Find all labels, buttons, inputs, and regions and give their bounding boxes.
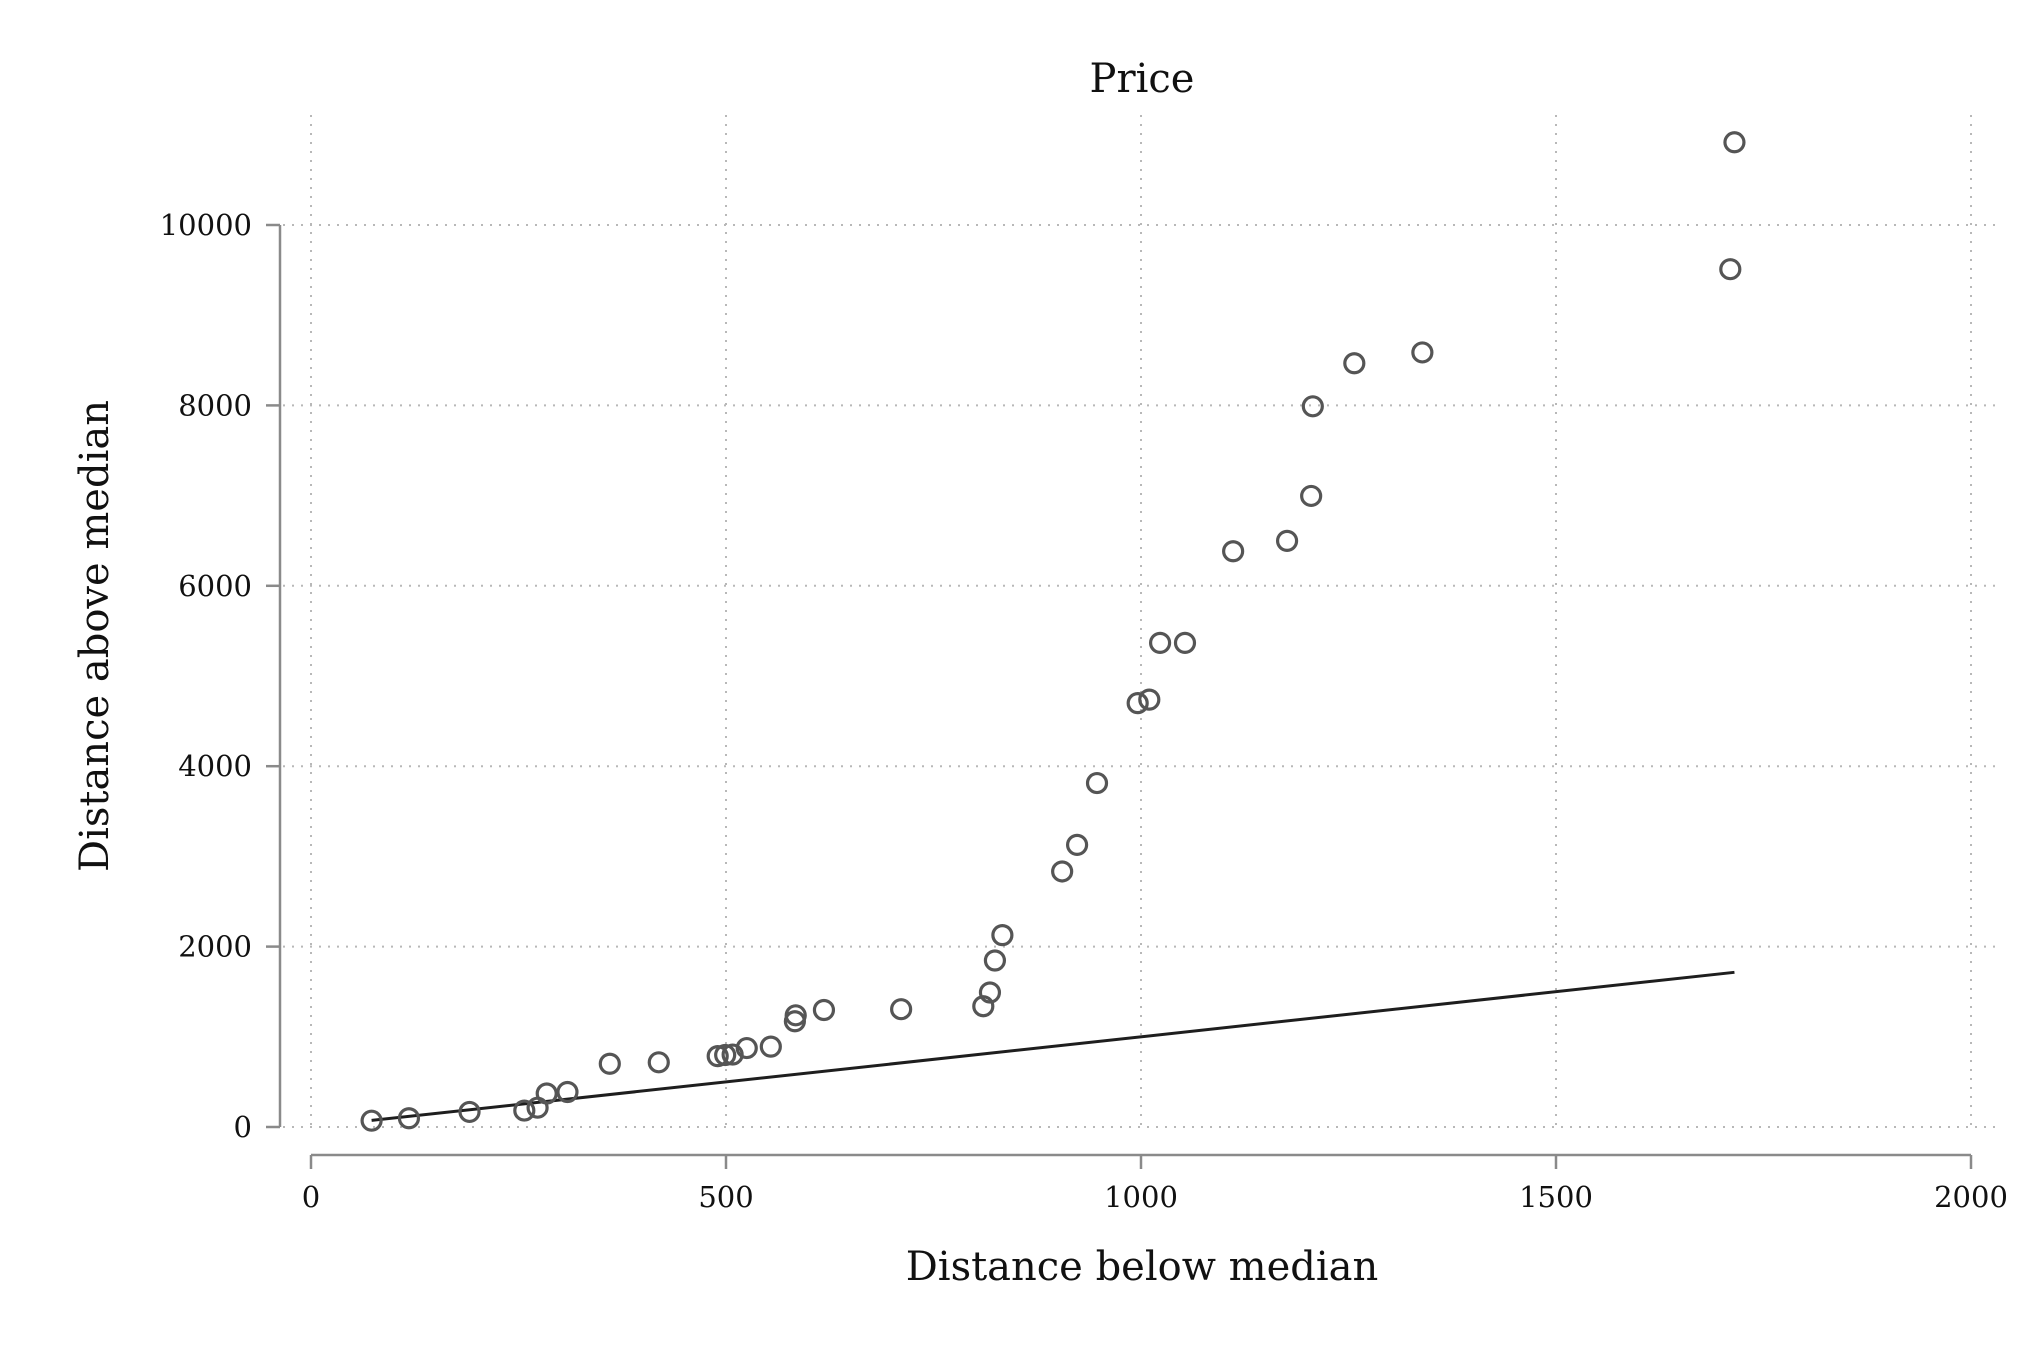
data-point [458,1100,481,1124]
data-point [397,1107,421,1130]
y-tick-label: 6000 [178,569,252,603]
y-tick-label: 2000 [178,930,252,964]
data-point [1085,771,1109,795]
plot-area [360,131,1746,1132]
data-point [812,998,836,1022]
y-tick-label: 8000 [178,388,252,422]
y-tick-label: 10000 [160,208,252,242]
y-axis-label: Distance above median [72,400,118,872]
data-point [598,1052,621,1075]
y-tick-label: 4000 [178,749,252,783]
data-point [1051,860,1074,883]
grid-lines [283,115,2000,1128]
data-point [759,1035,782,1058]
data-point [1723,131,1746,154]
data-point [991,924,1014,947]
data-point [1301,395,1324,418]
x-tick-label: 1000 [1104,1180,1178,1214]
data-point [890,998,913,1021]
data-point [1222,540,1245,563]
data-point [647,1051,670,1074]
data-point [1065,833,1089,856]
data-point [983,949,1007,972]
data-point [1300,484,1323,508]
data-point [714,1043,737,1067]
data-point [535,1082,558,1105]
data-point [706,1045,729,1068]
x-tick-label: 2000 [1934,1180,2008,1214]
y-tick-label: 0 [234,1110,252,1144]
data-point [513,1099,536,1122]
data-point [1719,258,1742,281]
x-tick-label: 1500 [1519,1180,1593,1214]
data-point [1275,529,1299,552]
data-point [735,1036,758,1060]
data-point [1148,631,1172,654]
data-point [972,995,995,1018]
axes: 0 2000 4000 6000 8000 10000 0 500 1000 1500 2000 [160,208,2008,1214]
chart-title: Price [1090,56,1195,102]
data-point [978,981,1002,1004]
data-point [360,1109,383,1132]
data-point [1411,341,1434,364]
x-axis-label: Distance below median [906,1244,1379,1290]
x-tick-label: 0 [302,1180,320,1214]
data-point [1343,352,1366,375]
data-point [556,1080,579,1104]
data-point [1138,688,1161,711]
data-point [784,1004,807,1027]
reference-line [371,970,1735,1122]
x-tick-label: 500 [698,1180,753,1214]
data-point [1173,631,1197,654]
data-point [1126,692,1149,715]
